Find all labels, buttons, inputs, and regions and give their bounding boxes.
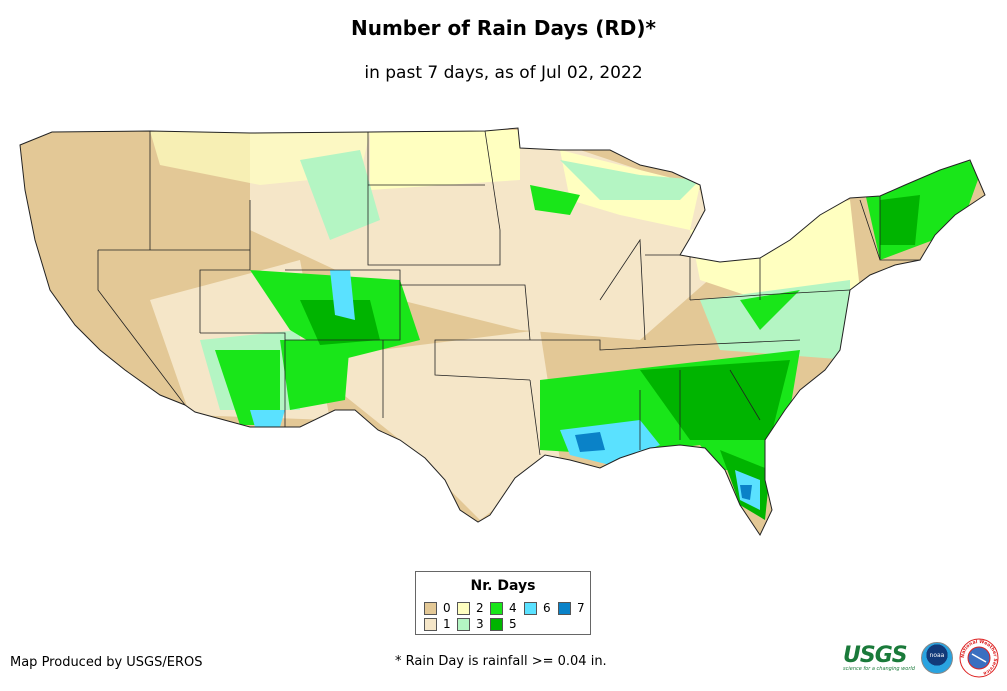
map-credit: Map Produced by USGS/EROS (10, 655, 203, 670)
legend-item-2: 2 (457, 601, 484, 615)
rain-day-footnote: * Rain Day is rainfall >= 0.04 in. (395, 654, 607, 669)
legend-item-0: 0 (424, 601, 451, 615)
legend-item-3: 3 (457, 617, 484, 631)
legend-item-5: 5 (490, 617, 517, 631)
agency-logos: USGS science for a changing world noaa N… (843, 638, 999, 678)
nws-logo: National Weather Service (959, 638, 999, 678)
usgs-logo: USGS science for a changing world (843, 642, 915, 672)
legend-title: Nr. Days (470, 578, 536, 594)
noaa-logo: noaa (920, 642, 953, 674)
map-title: Number of Rain Days (RD)* (350, 16, 656, 40)
legend-item-1: 1 (424, 617, 451, 631)
us-rain-days-map (19, 127, 986, 536)
legend-item-7: 7 (558, 601, 585, 615)
legend-item-4: 4 (490, 601, 517, 615)
legend-item-6: 6 (524, 601, 551, 615)
map-legend: Nr. Days 0 1 2 3 4 5 6 7 (415, 571, 591, 635)
map-subtitle: in past 7 days, as of Jul 02, 2022 (364, 63, 643, 83)
